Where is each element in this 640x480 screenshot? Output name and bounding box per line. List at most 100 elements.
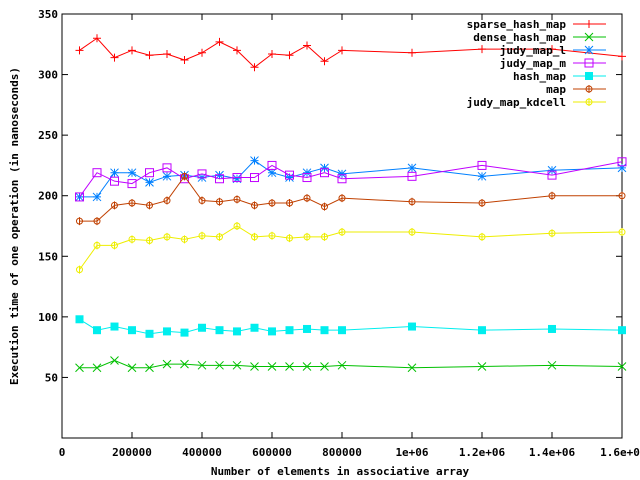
plus-marker (163, 49, 171, 58)
y-axis-label: Execution time of one operation (in nano… (8, 67, 21, 385)
cross-marker (92, 363, 102, 373)
filled-square-marker (320, 326, 329, 335)
open-square-marker (127, 179, 137, 189)
open-square-marker (145, 168, 154, 178)
star-marker (407, 163, 417, 173)
cross-marker (285, 362, 294, 371)
series-line (79, 161, 623, 198)
star-marker (250, 156, 259, 165)
star-marker (145, 178, 154, 187)
series-line (79, 159, 623, 198)
open-square-marker (337, 174, 347, 184)
series-dense-hash-map (75, 356, 627, 373)
star-marker (285, 173, 294, 182)
cross-marker (75, 363, 84, 373)
filled-square-marker (75, 315, 84, 324)
x-tick-label: 600000 (252, 446, 292, 459)
filled-square-marker (128, 326, 136, 335)
cross-marker (215, 360, 224, 370)
star-marker (162, 171, 172, 181)
x-tick-label: 1.2e+06 (459, 446, 506, 459)
plus-marker (233, 46, 241, 55)
filled-square-marker (478, 326, 486, 335)
x-tick-label: 1e+06 (395, 446, 428, 459)
series-map (76, 172, 626, 226)
plus-marker (268, 49, 276, 58)
y-tick-label: 250 (38, 129, 58, 142)
open-square-marker (285, 170, 294, 180)
y-tick-label: 100 (38, 311, 58, 324)
cross-marker (250, 362, 259, 371)
open-square-marker (162, 163, 172, 173)
series-line (79, 175, 622, 222)
star-marker (584, 45, 594, 55)
cross-marker (617, 362, 627, 371)
plus-marker (338, 46, 346, 55)
filled-square-marker (110, 322, 119, 331)
star-marker (92, 192, 102, 202)
y-tick-label: 350 (38, 8, 58, 21)
filled-square-marker (180, 328, 189, 337)
x-tick-label: 1.4e+06 (529, 446, 576, 459)
cross-marker (267, 362, 277, 371)
legend-label: judy_map_l (500, 44, 566, 57)
filled-square-marker (585, 72, 593, 80)
cross-marker (127, 363, 137, 373)
plus-marker (548, 45, 556, 54)
filled-square-marker (408, 322, 416, 331)
open-square-marker (617, 157, 627, 167)
open-square-marker (320, 168, 329, 178)
filled-square-marker (215, 326, 224, 335)
x-axis-label: Number of elements in associative array (211, 465, 470, 478)
legend-label: hash_map (513, 70, 566, 83)
legend-label: dense_hash_map (473, 31, 566, 44)
star-marker (75, 192, 84, 202)
filled-square-marker (233, 327, 241, 336)
plus-marker (320, 57, 329, 66)
filled-square-marker (618, 326, 626, 335)
open-square-marker (407, 171, 417, 181)
plus-marker (618, 52, 626, 61)
star-marker (477, 171, 487, 181)
filled-square-marker (338, 326, 346, 335)
filled-square-marker (303, 324, 311, 333)
filled-square-marker (548, 324, 556, 333)
plus-marker (285, 51, 294, 60)
legend-label: sparse_hash_map (467, 18, 567, 31)
filled-square-marker (145, 329, 154, 338)
cross-marker (145, 363, 154, 373)
plus-marker (478, 45, 486, 54)
y-tick-label: 300 (38, 69, 58, 82)
cross-marker (477, 362, 487, 371)
star-marker (267, 168, 277, 178)
series-hash-map (75, 315, 626, 338)
open-square-marker (92, 168, 102, 178)
star-marker (547, 165, 557, 175)
series-line (79, 37, 623, 68)
open-square-marker (267, 160, 277, 170)
filled-square-marker (93, 326, 101, 335)
star-marker (127, 168, 137, 178)
cross-marker (180, 359, 189, 369)
plus-marker (215, 37, 224, 46)
open-square-marker (197, 169, 207, 179)
star-marker (337, 169, 347, 179)
x-tick-label: 1.6e+0 (600, 446, 640, 459)
x-tick-label: 400000 (182, 446, 222, 459)
series-judy-map-kdcell (76, 222, 626, 274)
cross-marker (162, 359, 172, 369)
plus-marker (128, 46, 136, 55)
star-marker (617, 163, 627, 173)
plus-marker (180, 56, 189, 65)
cross-marker (232, 360, 242, 370)
plus-marker (303, 41, 311, 50)
y-tick-label: 150 (38, 250, 58, 263)
star-marker (232, 174, 242, 184)
cross-marker (110, 356, 119, 365)
x-tick-label: 200000 (112, 446, 152, 459)
plus-marker (93, 34, 101, 43)
cross-marker (302, 362, 312, 371)
y-tick-label: 50 (45, 371, 58, 384)
plus-marker (110, 53, 119, 62)
